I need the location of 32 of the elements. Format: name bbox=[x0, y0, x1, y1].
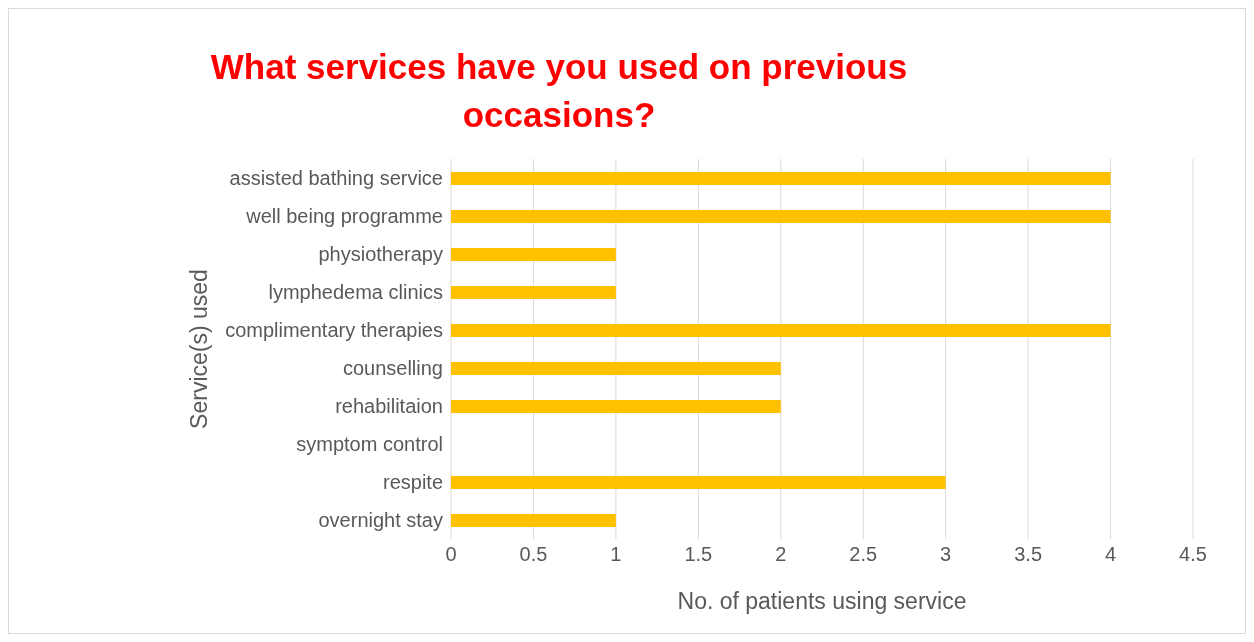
x-tick-label: 4.5 bbox=[1179, 543, 1207, 566]
y-tick-label: symptom control bbox=[296, 433, 443, 456]
bar bbox=[451, 286, 616, 299]
bar bbox=[451, 362, 781, 375]
y-tick-label: rehabilitaion bbox=[335, 395, 443, 418]
bar bbox=[451, 210, 1111, 223]
bar bbox=[451, 514, 616, 527]
x-tick-label: 3.5 bbox=[1014, 543, 1043, 566]
x-tick-label: 1.5 bbox=[684, 543, 713, 566]
bar bbox=[451, 400, 781, 413]
bar bbox=[451, 324, 1111, 337]
y-tick-label: overnight stay bbox=[318, 509, 443, 532]
bar bbox=[451, 172, 1111, 185]
y-tick-label: complimentary therapies bbox=[225, 319, 443, 342]
y-tick-label: respite bbox=[382, 471, 443, 494]
x-tick-label: 0 bbox=[445, 543, 457, 566]
x-tick-label: 3 bbox=[940, 543, 952, 566]
bar bbox=[451, 248, 616, 261]
y-tick-label: well being programme bbox=[245, 205, 443, 228]
chart-title: What services have you used on previous occasions? bbox=[209, 46, 909, 136]
x-tick-label: 2 bbox=[775, 543, 787, 566]
x-tick-label: 2.5 bbox=[849, 543, 878, 566]
x-tick-label: 4 bbox=[1104, 543, 1117, 566]
y-tick-label: physiotherapy bbox=[318, 243, 443, 266]
y-tick-label: counselling bbox=[342, 357, 443, 380]
bar bbox=[451, 476, 946, 489]
y-axis-title: Service(s) used bbox=[186, 269, 213, 429]
y-tick-label: lymphedema clinics bbox=[268, 281, 443, 304]
x-axis-title: No. of patients using service bbox=[677, 588, 967, 614]
x-tick-label: 1 bbox=[610, 543, 622, 566]
x-tick-label: 0.5 bbox=[519, 543, 548, 566]
y-tick-label: assisted bathing service bbox=[229, 167, 443, 190]
